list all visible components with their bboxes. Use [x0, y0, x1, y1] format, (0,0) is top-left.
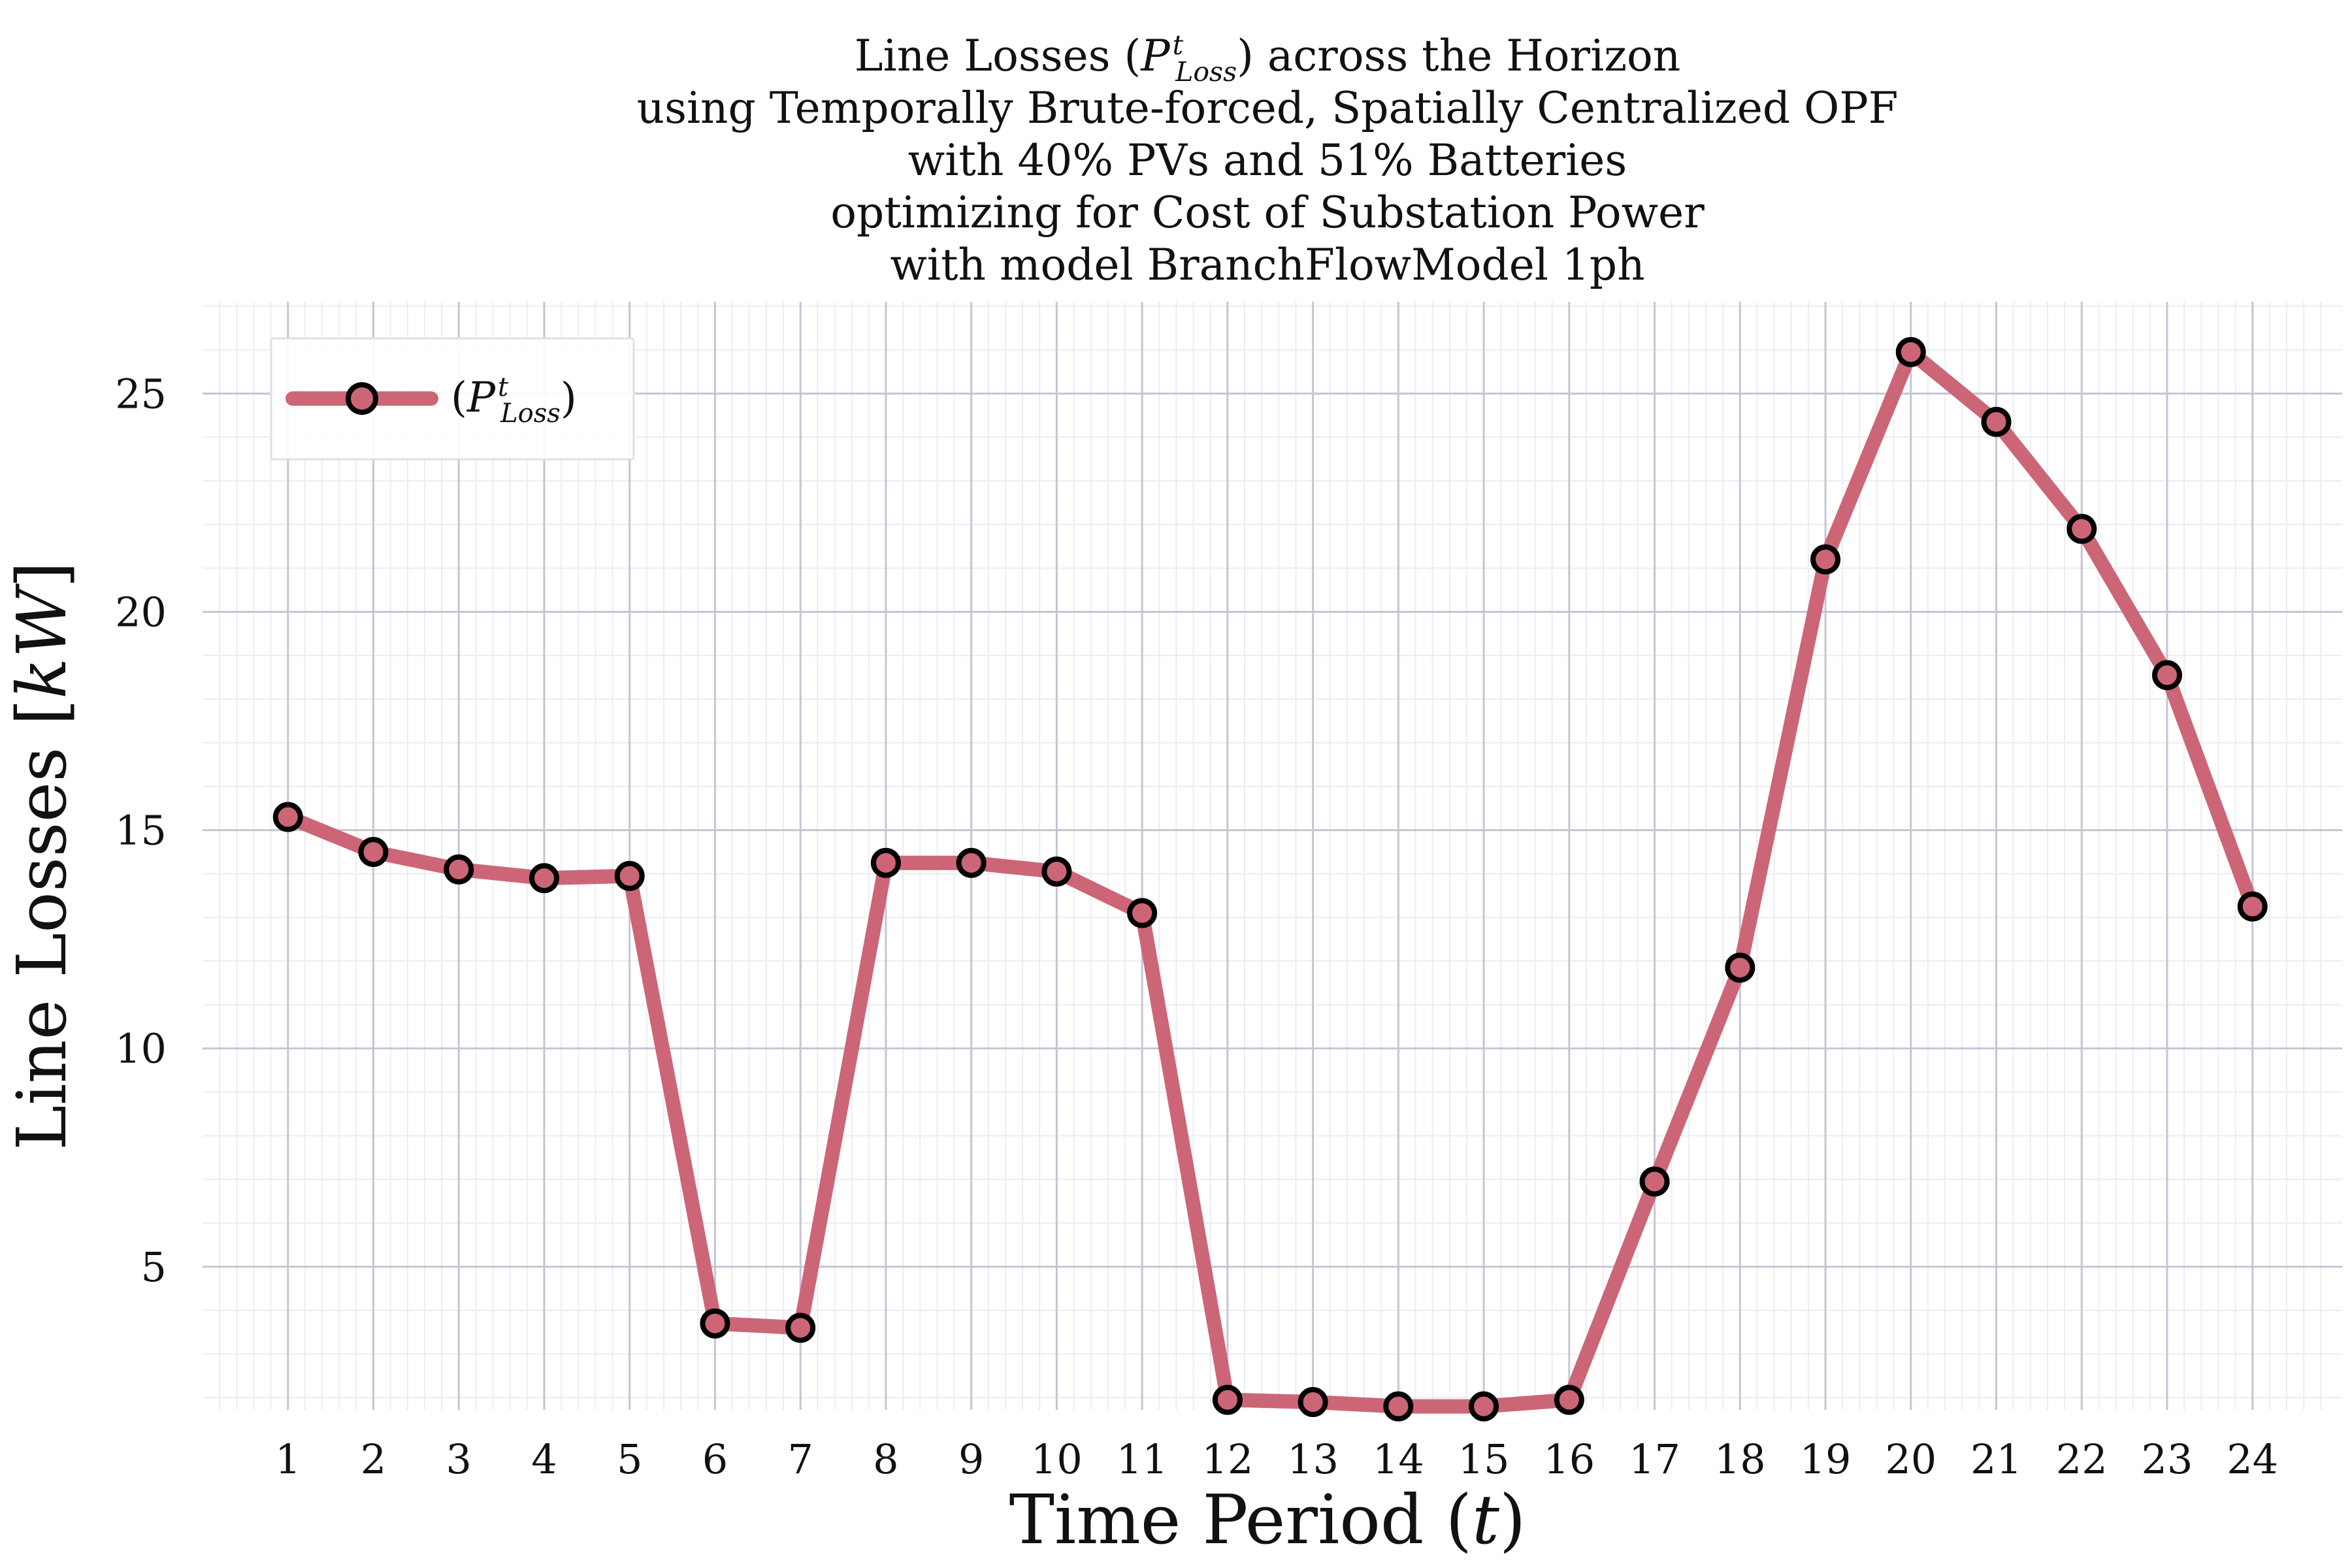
major-grid — [203, 302, 2342, 1410]
y-tick-label: 20 — [115, 588, 167, 636]
x-tick-label: 16 — [1543, 1435, 1595, 1483]
x-tick-label: 18 — [1714, 1435, 1766, 1483]
x-tick-label: 21 — [1970, 1435, 2022, 1483]
data-point — [2066, 514, 2097, 544]
x-tick-label: 4 — [531, 1435, 557, 1483]
data-point — [1810, 544, 1841, 575]
data-point — [272, 802, 303, 832]
title-line: using Temporally Brute-forced, Spatially… — [637, 83, 1899, 133]
data-point — [870, 847, 901, 878]
data-point — [614, 860, 645, 891]
x-tick-label: 17 — [1629, 1435, 1680, 1483]
x-tick-label: 1 — [275, 1435, 301, 1483]
x-tick-label: 9 — [958, 1435, 984, 1483]
title-line: with 40% PVs and 51% Batteries — [908, 135, 1627, 186]
x-tick-label: 24 — [2227, 1435, 2278, 1483]
chart-title: Line Losses (Pt Loss) across the Horizonu… — [637, 29, 1899, 290]
series-line-losses — [272, 336, 2268, 1422]
x-tick-label: 13 — [1287, 1435, 1339, 1483]
x-tick-label: 3 — [446, 1435, 471, 1483]
data-point — [2151, 660, 2182, 691]
data-point — [956, 847, 987, 878]
title-line: Line Losses (Pt Loss) across the Horizon — [855, 29, 1680, 88]
data-point — [1981, 406, 2012, 437]
x-axis-ticks: 1 2 3 4 5 6 7 8 9 10 11 12 13 14 15 16 17 18 19 20 21 22 23 24 — [275, 1435, 2278, 1483]
data-point — [1725, 953, 1756, 983]
data-point — [529, 863, 559, 894]
data-point — [1639, 1166, 1670, 1197]
data-point — [700, 1308, 730, 1339]
y-tick-label: 25 — [115, 370, 167, 417]
data-point — [1554, 1384, 1584, 1415]
x-tick-label: 14 — [1373, 1435, 1424, 1483]
legend-swatch-marker — [346, 382, 378, 415]
data-point — [1212, 1384, 1243, 1415]
data-point — [1469, 1391, 1499, 1422]
x-tick-label: 15 — [1458, 1435, 1510, 1483]
minor-grid — [203, 302, 2342, 1410]
x-tick-label: 20 — [1885, 1435, 1936, 1483]
y-tick-label: 10 — [115, 1025, 167, 1073]
data-point — [444, 854, 474, 885]
title-line: optimizing for Cost of Substation Power — [830, 188, 1705, 238]
data-point — [785, 1313, 816, 1343]
legend: (P t Loss) — [270, 337, 635, 461]
data-point — [1127, 898, 1158, 928]
x-tick-label: 10 — [1031, 1435, 1083, 1483]
axis-labels: Time Period (t) Line Losses [kW] — [2, 561, 1526, 1560]
x-tick-label: 7 — [787, 1435, 813, 1483]
legend-label: (P t Loss) — [451, 372, 577, 429]
x-tick-label: 22 — [2056, 1435, 2108, 1483]
x-tick-label: 5 — [617, 1435, 642, 1483]
series-line — [280, 344, 2260, 1414]
data-point — [2237, 891, 2268, 922]
data-point — [1041, 857, 1072, 887]
x-tick-label: 12 — [1201, 1435, 1253, 1483]
x-tick-label: 2 — [361, 1435, 386, 1483]
y-axis-ticks: 5 10 15 20 25 — [115, 370, 167, 1290]
y-axis-label: Line Losses [kW] — [2, 561, 82, 1150]
x-tick-label: 11 — [1117, 1435, 1168, 1483]
data-point — [1298, 1386, 1328, 1417]
data-point — [1383, 1391, 1414, 1422]
x-tick-label: 19 — [1800, 1435, 1852, 1483]
x-tick-label: 23 — [2142, 1435, 2193, 1483]
data-point — [358, 836, 389, 867]
x-axis-label: Time Period (t) — [1009, 1480, 1526, 1560]
y-tick-label: 15 — [115, 807, 167, 855]
data-point — [1895, 336, 1926, 367]
title-line: with model BranchFlowModel 1ph — [890, 240, 1644, 290]
x-tick-label: 6 — [702, 1435, 728, 1483]
legend-box — [270, 337, 635, 461]
x-tick-label: 8 — [873, 1435, 898, 1483]
y-tick-label: 5 — [141, 1243, 167, 1291]
